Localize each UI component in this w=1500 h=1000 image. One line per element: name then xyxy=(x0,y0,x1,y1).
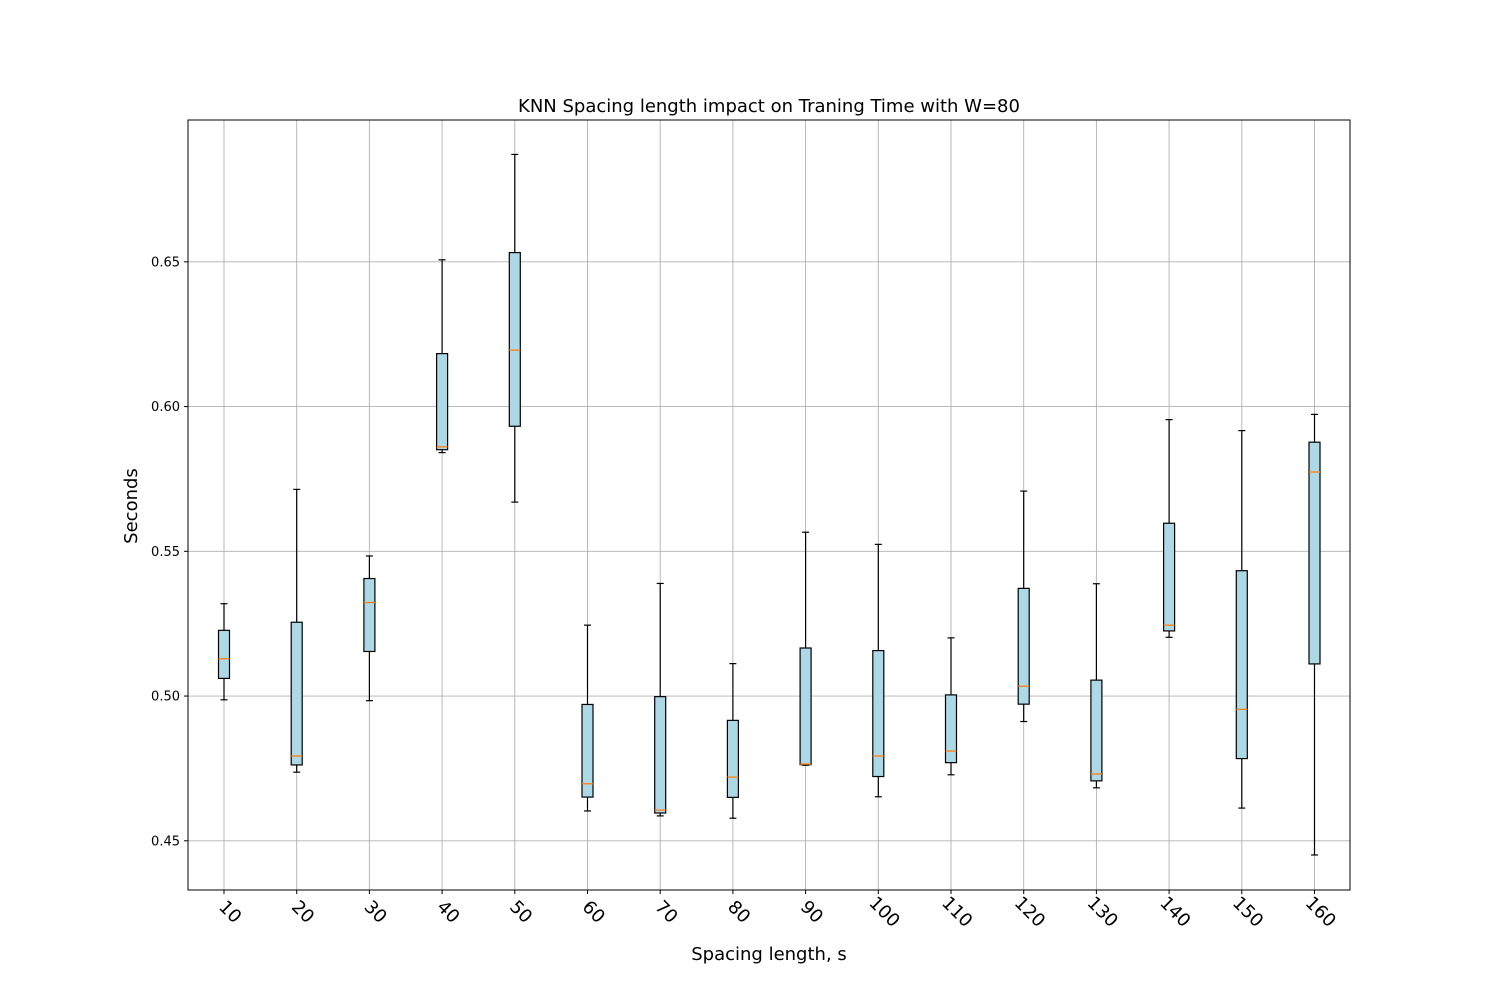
y-axis-ticks: 0.45 0.50 0.55 0.60 0.65 xyxy=(151,255,188,849)
chart-title: KNN Spacing length impact on Traning Tim… xyxy=(518,96,1020,117)
box-body xyxy=(1235,570,1248,760)
box-50 xyxy=(508,153,521,503)
box-10 xyxy=(217,603,231,701)
y-axis-label: Seconds xyxy=(121,468,142,544)
box-150 xyxy=(1235,430,1248,809)
box-110 xyxy=(944,637,958,776)
box-20 xyxy=(290,488,303,773)
y-tick-label: 0.50 xyxy=(151,690,180,705)
boxes xyxy=(217,153,1321,856)
box-body xyxy=(1017,587,1030,705)
box-100 xyxy=(872,543,885,798)
box-body xyxy=(436,353,449,451)
box-60 xyxy=(581,624,594,812)
box-130 xyxy=(1090,583,1103,789)
box-body xyxy=(508,251,521,427)
box-120 xyxy=(1017,490,1030,723)
box-body xyxy=(799,647,812,766)
box-body xyxy=(1162,522,1176,632)
box-body xyxy=(726,719,740,798)
box-body xyxy=(1308,441,1321,665)
box-body xyxy=(581,703,594,798)
box-body xyxy=(217,629,231,679)
box-body xyxy=(872,650,885,778)
box-body xyxy=(290,621,303,766)
box-40 xyxy=(436,259,449,454)
box-80 xyxy=(726,663,740,819)
box-160 xyxy=(1308,413,1321,856)
box-body xyxy=(654,696,667,814)
box-70 xyxy=(654,582,667,817)
box-140 xyxy=(1162,419,1176,638)
x-axis-label: Spacing length, s xyxy=(691,944,847,965)
y-tick-label: 0.45 xyxy=(151,834,180,849)
box-body xyxy=(1090,679,1103,782)
box-body xyxy=(363,577,376,653)
box-body xyxy=(944,694,958,764)
y-tick-label: 0.55 xyxy=(151,545,180,560)
box-90 xyxy=(799,531,812,766)
plot-area-frame xyxy=(187,119,1351,891)
y-tick-label: 0.60 xyxy=(151,400,180,415)
box-30 xyxy=(363,555,376,702)
y-tick-label: 0.65 xyxy=(151,255,180,270)
